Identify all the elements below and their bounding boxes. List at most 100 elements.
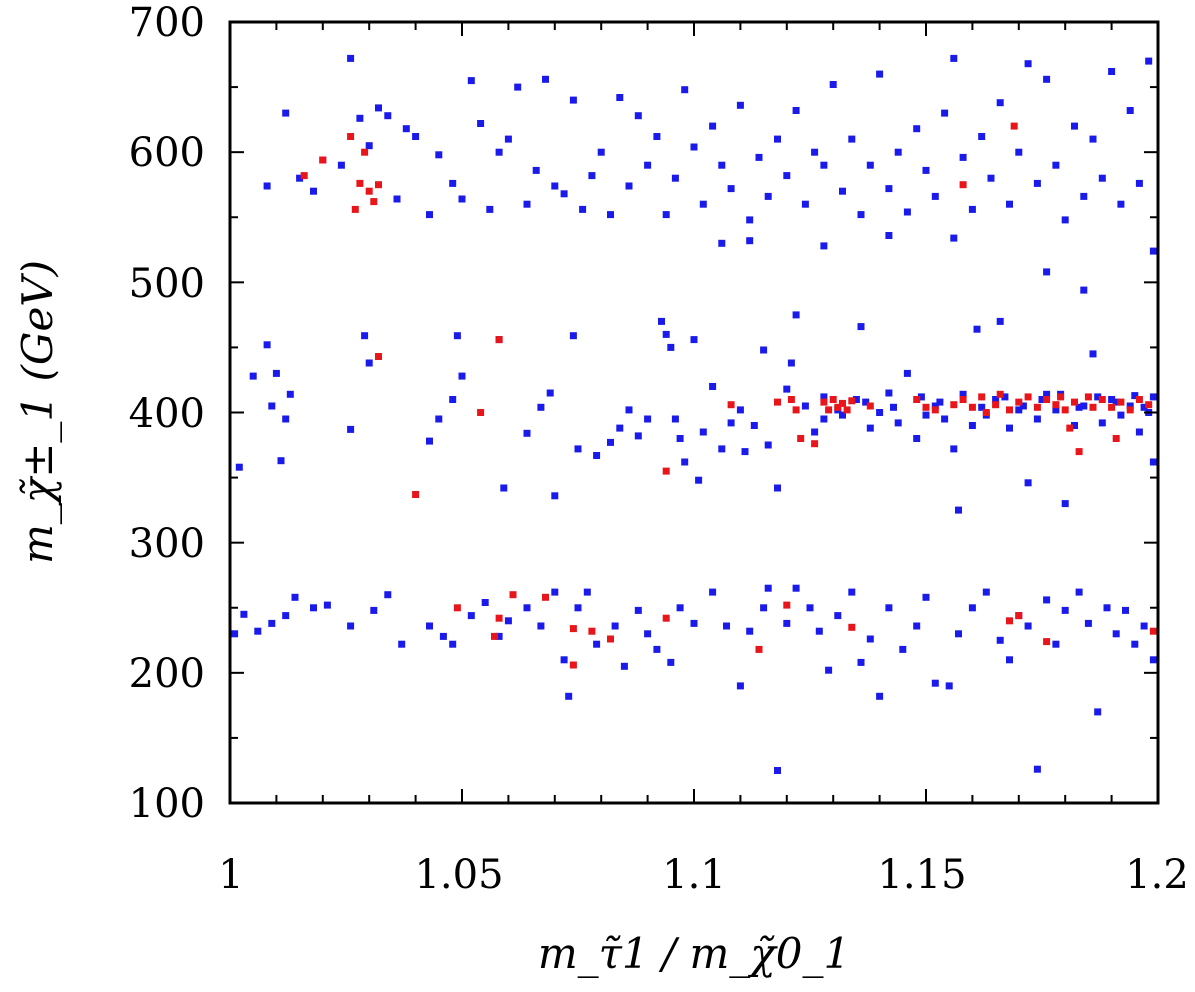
blue-data-point bbox=[1015, 406, 1023, 414]
red-data-point bbox=[1043, 638, 1051, 646]
red-data-point bbox=[1149, 627, 1157, 635]
blue-data-point bbox=[996, 317, 1004, 325]
blue-data-point bbox=[955, 506, 962, 514]
blue-data-point bbox=[426, 211, 433, 219]
red-data-point bbox=[811, 440, 819, 448]
red-data-point bbox=[1075, 448, 1083, 456]
y-tick-label: 400 bbox=[129, 391, 205, 437]
blue-data-point bbox=[917, 393, 925, 401]
blue-data-point bbox=[1112, 398, 1120, 406]
blue-data-point bbox=[681, 86, 689, 94]
blue-data-point bbox=[504, 135, 512, 143]
blue-data-point bbox=[588, 172, 596, 180]
blue-data-point bbox=[1145, 57, 1153, 65]
blue-data-point bbox=[718, 239, 726, 247]
blue-data-point bbox=[811, 428, 819, 436]
red-data-point bbox=[950, 401, 958, 409]
blue-data-point bbox=[1043, 596, 1051, 604]
blue-data-point bbox=[987, 174, 995, 182]
blue-data-point bbox=[458, 195, 466, 203]
red-data-point bbox=[978, 393, 986, 401]
red-data-point bbox=[375, 353, 382, 360]
blue-data-point bbox=[634, 432, 642, 440]
blue-data-point bbox=[467, 612, 475, 620]
x-tick-label: 1.1 bbox=[662, 852, 726, 898]
blue-data-point bbox=[481, 599, 489, 606]
blue-data-point bbox=[593, 452, 601, 459]
blue-data-point bbox=[1033, 179, 1041, 187]
blue-data-point bbox=[597, 148, 605, 156]
blue-data-point bbox=[662, 330, 670, 338]
blue-data-point bbox=[885, 604, 893, 612]
blue-data-point bbox=[263, 182, 271, 190]
red-data-point bbox=[959, 396, 967, 403]
red-data-point bbox=[300, 172, 308, 180]
blue-data-point bbox=[1024, 60, 1032, 68]
blue-data-point bbox=[699, 428, 707, 436]
blue-data-point bbox=[569, 96, 577, 104]
blue-data-point bbox=[1075, 403, 1083, 411]
blue-data-point bbox=[774, 484, 781, 492]
blue-data-point bbox=[546, 389, 554, 397]
blue-data-point bbox=[249, 372, 257, 380]
blue-data-point bbox=[523, 604, 531, 612]
blue-data-point bbox=[1098, 419, 1106, 427]
red-data-point bbox=[820, 398, 828, 406]
blue-data-point bbox=[537, 403, 545, 411]
blue-data-point bbox=[866, 635, 874, 643]
blue-data-point bbox=[667, 658, 675, 666]
red-data-point bbox=[792, 406, 800, 414]
red-data-point bbox=[1006, 617, 1013, 625]
blue-data-point bbox=[885, 232, 893, 239]
blue-data-point bbox=[412, 133, 420, 140]
blue-data-point bbox=[806, 604, 814, 612]
blue-data-point bbox=[1149, 393, 1157, 401]
blue-data-point bbox=[671, 415, 679, 423]
blue-data-point bbox=[825, 666, 833, 674]
blue-data-point bbox=[1131, 392, 1139, 400]
blue-data-point bbox=[514, 83, 522, 91]
blue-data-point bbox=[1024, 622, 1032, 630]
blue-data-point bbox=[848, 135, 856, 143]
red-data-point bbox=[319, 156, 327, 164]
blue-data-point bbox=[862, 398, 870, 406]
blue-data-point bbox=[1149, 247, 1157, 255]
blue-data-point bbox=[310, 187, 317, 195]
red-data-point bbox=[866, 402, 874, 410]
blue-data-point bbox=[254, 627, 262, 635]
blue-data-point bbox=[913, 435, 921, 442]
y-tick-label: 700 bbox=[129, 0, 205, 46]
red-data-point bbox=[356, 179, 364, 187]
blue-data-point bbox=[792, 107, 800, 114]
blue-data-point bbox=[361, 332, 369, 340]
red-data-point bbox=[607, 635, 614, 643]
blue-data-point bbox=[495, 148, 503, 156]
red-data-point bbox=[662, 467, 670, 475]
blue-data-point bbox=[1075, 588, 1083, 596]
blue-data-point bbox=[477, 120, 485, 127]
blue-data-point bbox=[282, 109, 290, 117]
blue-data-point bbox=[1061, 500, 1069, 508]
blue-data-point bbox=[1094, 393, 1102, 401]
blue-data-point bbox=[736, 682, 744, 690]
blue-data-point bbox=[384, 591, 392, 599]
blue-data-point bbox=[792, 584, 800, 592]
blue-data-point bbox=[774, 135, 781, 143]
blue-data-point bbox=[1061, 606, 1069, 614]
red-data-point bbox=[361, 148, 369, 156]
red-data-point bbox=[783, 601, 791, 609]
blue-data-point bbox=[1006, 200, 1013, 208]
blue-data-point bbox=[982, 588, 990, 596]
blue-data-point bbox=[792, 311, 800, 319]
blue-data-point bbox=[537, 622, 545, 630]
blue-data-point bbox=[783, 619, 791, 627]
red-data-point bbox=[913, 396, 921, 403]
red-data-point bbox=[922, 403, 930, 411]
blue-data-point bbox=[607, 211, 614, 219]
blue-data-point bbox=[996, 99, 1004, 107]
blue-data-point bbox=[583, 588, 591, 596]
blue-data-point bbox=[922, 593, 930, 601]
x-tick-label: 1.15 bbox=[877, 852, 966, 898]
red-data-point bbox=[542, 593, 549, 601]
blue-data-point bbox=[644, 415, 652, 423]
